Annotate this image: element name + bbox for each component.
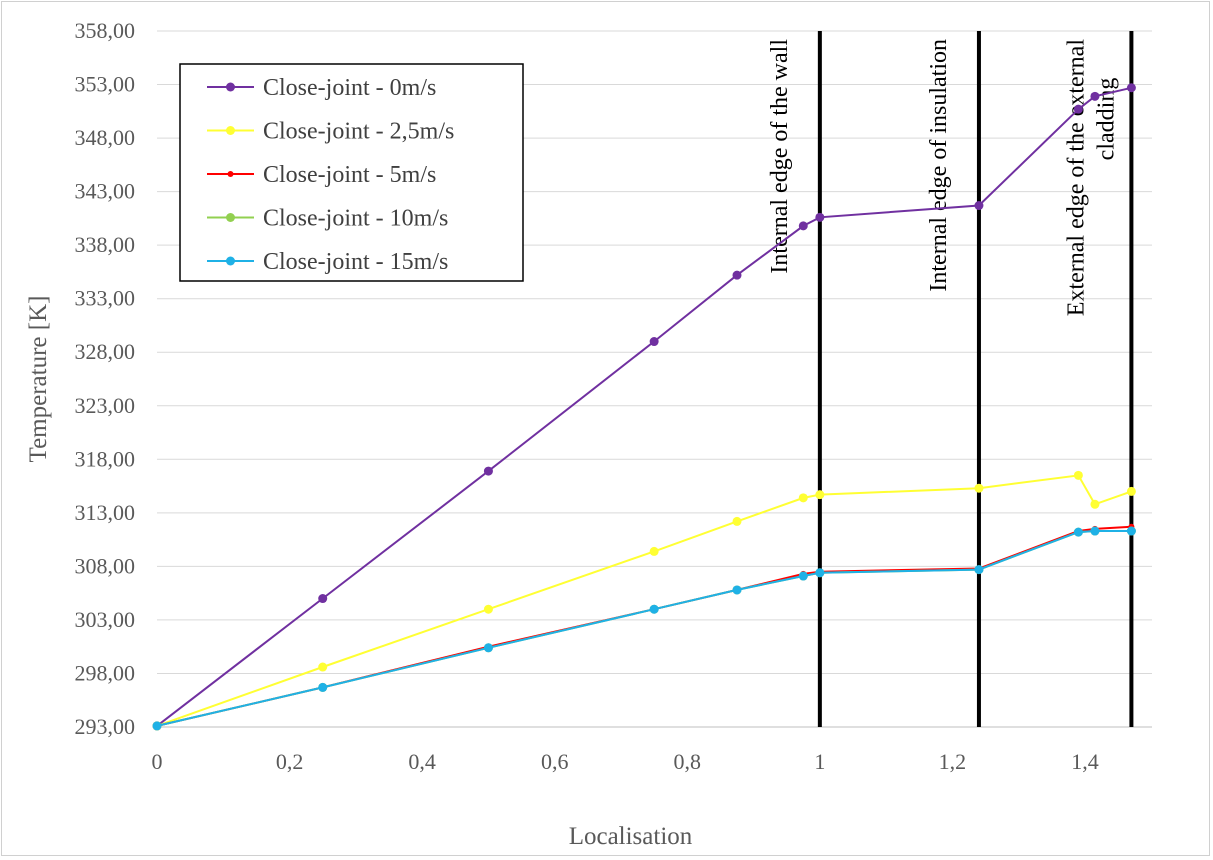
y-tick-label: 343,00 [75,179,136,204]
data-point [152,721,162,731]
data-point [1126,83,1136,93]
y-tick-label: 323,00 [75,393,136,418]
series-4 [152,526,1136,731]
data-point [1126,486,1136,496]
data-point [483,604,493,614]
data-point [649,546,659,556]
x-tick-labels: 0 0,2 0,4 0,6 0,8 1 1,2 1,4 [152,749,1099,774]
y-tick-labels: 293,00 298,00 303,00 308,00 313,00 318,00 323,… [75,18,136,739]
data-point [798,571,808,581]
x-tick-label: 1,4 [1071,749,1099,774]
legend: Close-joint - 0m/s Close-joint - 2,5m/s Cl… [179,63,524,282]
data-point [798,221,808,231]
y-tick-label: 353,00 [75,72,136,97]
data-point [483,643,493,653]
legend-marker [226,126,235,135]
x-tick-label: 0,6 [541,749,569,774]
data-point [732,516,742,526]
data-point [483,466,493,476]
data-point [1090,526,1100,536]
marker-label: Internal edge of insulation [926,39,952,292]
x-tick-label: 1 [814,749,825,774]
y-tick-label: 313,00 [75,500,136,525]
x-tick-label: 0 [152,749,163,774]
data-point [798,493,808,503]
x-tick-label: 1,2 [939,749,967,774]
legend-marker [226,256,235,266]
legend-marker [226,213,235,222]
x-tick-label: 0,4 [408,749,436,774]
y-tick-label: 328,00 [75,339,136,364]
legend-box [179,63,524,282]
series-line [156,525,1132,727]
series-0 [152,83,1136,731]
series-lines [152,83,1136,731]
series-1 [152,470,1136,731]
data-point [1126,526,1136,536]
y-tick-label: 348,00 [75,125,136,150]
y-tick-label: 308,00 [75,553,136,578]
marker-label: Internal edge of the wall [767,39,793,274]
legend-label: Close-joint - 2,5m/s [263,119,454,145]
data-point [732,270,742,280]
data-point [1073,527,1083,537]
data-point [318,682,328,692]
y-tick-label: 303,00 [75,607,136,632]
data-point [974,483,984,493]
data-point [815,568,825,578]
data-point [974,565,984,575]
data-point [815,490,825,500]
series-line [156,530,1132,727]
data-point [1073,104,1083,114]
data-point [318,594,328,604]
x-tick-label: 0,8 [674,749,702,774]
x-tick-label: 0,2 [276,749,304,774]
data-point [318,662,328,672]
data-point [815,212,825,222]
data-point [732,585,742,595]
legend-label: Close-joint - 5m/s [263,162,436,188]
legend-label: Close-joint - 15m/s [263,249,448,275]
y-tick-label: 338,00 [75,232,136,257]
data-point [1090,499,1100,509]
data-point [1090,91,1100,101]
legend-label: Close-joint - 0m/s [263,75,436,101]
legend-marker [227,171,234,177]
legend-label: Close-joint - 10m/s [263,206,448,232]
data-point [1073,470,1083,480]
data-point [649,604,659,614]
data-point [649,337,659,347]
marker-label-line2: cladding [1093,78,1119,161]
series-line [156,530,1132,727]
y-tick-label: 333,00 [75,286,136,311]
series-3 [152,526,1136,731]
y-axis-title: Temperature [K] [25,296,52,463]
data-point [974,201,984,211]
y-tick-label: 298,00 [75,660,136,685]
marker-label: External edge of the external [1063,39,1089,317]
legend-marker [226,82,235,92]
y-tick-label: 293,00 [75,714,136,739]
vertical-markers: Internal edge of the wall Internal edge o… [767,31,1134,727]
y-tick-label: 358,00 [75,18,136,43]
y-tick-label: 318,00 [75,446,136,471]
x-axis-title: Localisation [569,823,693,850]
